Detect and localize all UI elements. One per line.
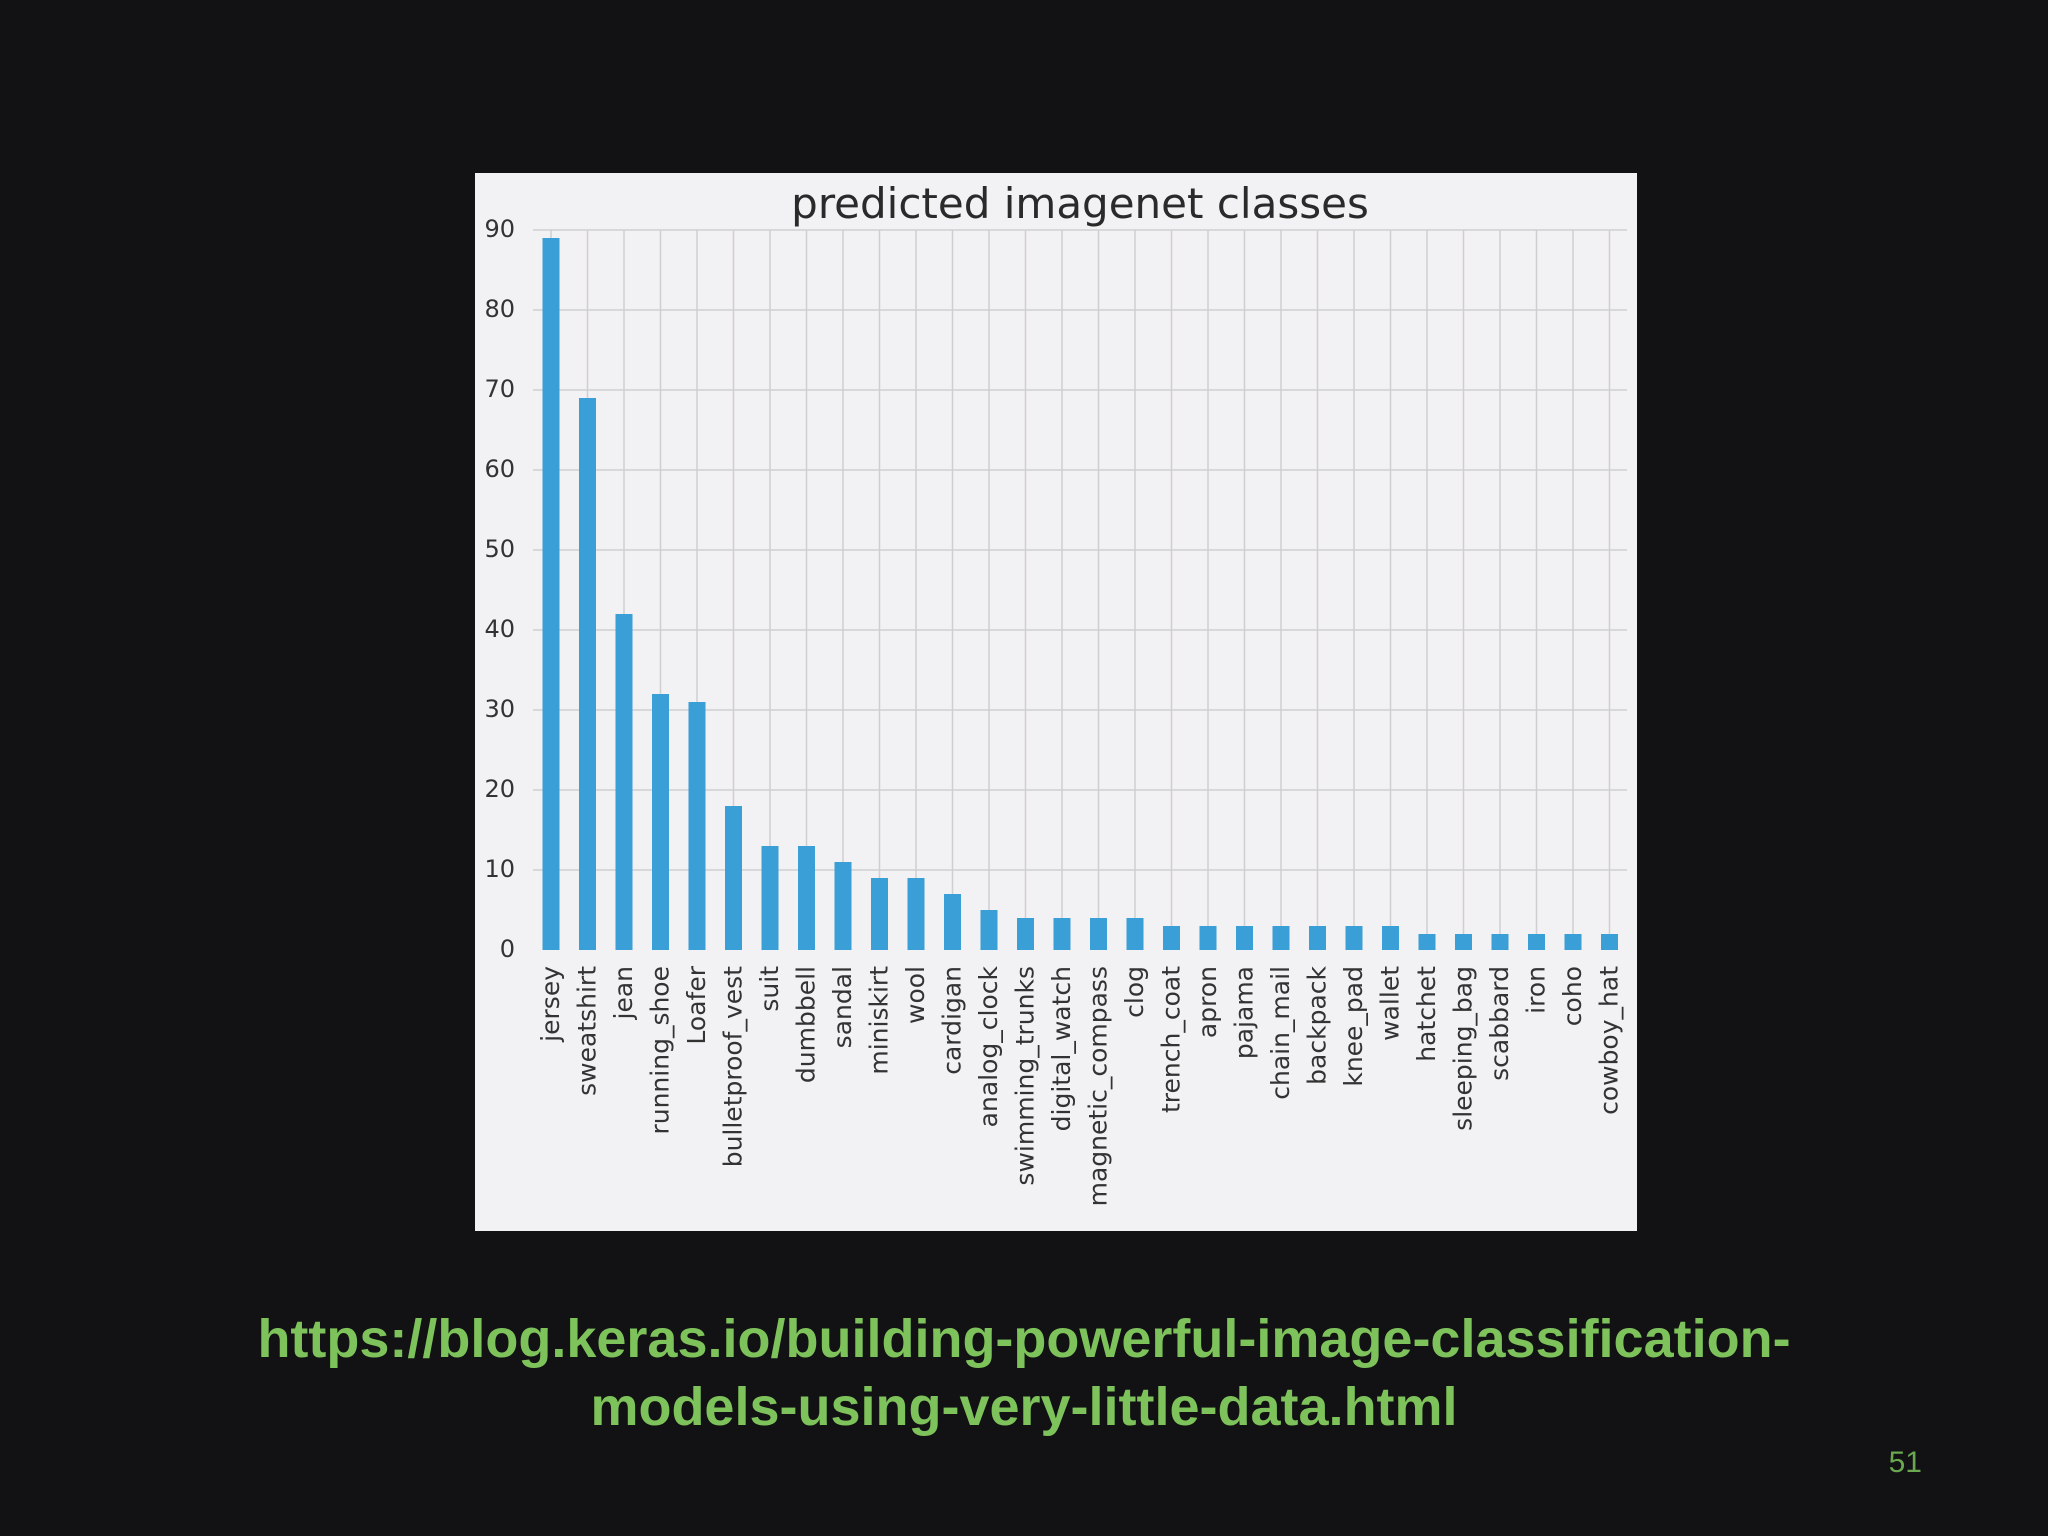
y-tick-label: 70	[484, 375, 515, 403]
x-tick-label: wallet	[1376, 966, 1405, 1041]
bar-clog	[1126, 918, 1144, 950]
chart-title: predicted imagenet classes	[791, 179, 1369, 228]
x-tick-label: suit	[755, 966, 784, 1012]
bar-sleeping_bag	[1455, 934, 1472, 950]
source-link-line-2[interactable]: models-using-very-little-data.html	[590, 1377, 1458, 1437]
x-tick-label: pajama	[1230, 966, 1259, 1059]
x-tick-label: clog	[1120, 966, 1149, 1018]
bar-miniskirt	[871, 878, 888, 950]
bar-suit	[761, 846, 779, 950]
x-tick-label: coho	[1558, 966, 1587, 1026]
bar-wallet	[1382, 926, 1399, 950]
bar-apron	[1199, 926, 1217, 950]
bar-trench_coat	[1163, 926, 1180, 950]
bar-cowboy_hat	[1601, 934, 1618, 950]
x-tick-label: bulletproof_vest	[719, 966, 748, 1167]
y-tick-labels: 0 10 20 30 40 50 60 70 80 90	[484, 215, 515, 963]
page-number: 51	[1888, 1446, 1922, 1479]
bar-chain_mail	[1272, 926, 1290, 950]
y-tick-label: 50	[484, 535, 515, 563]
y-tick-label: 90	[484, 215, 515, 243]
bar-hatchet	[1418, 934, 1436, 950]
y-tick-label: 40	[484, 615, 515, 643]
y-tick-label: 60	[484, 455, 515, 483]
y-tick-label: 0	[500, 935, 515, 963]
bar-digital_watch	[1053, 918, 1071, 950]
x-tick-label: running_shoe	[646, 966, 675, 1135]
x-tick-label: knee_pad	[1339, 966, 1368, 1087]
bar-sandal	[834, 862, 852, 950]
x-tick-label: apron	[1193, 966, 1222, 1038]
x-tick-label: Loafer	[682, 965, 711, 1044]
y-tick-label: 10	[484, 855, 515, 883]
x-tick-label: jean	[609, 966, 638, 1021]
x-tick-label: wool	[901, 966, 930, 1024]
x-tick-label: digital_watch	[1047, 966, 1076, 1131]
x-tick-label: cowboy_hat	[1595, 966, 1624, 1115]
source-link[interactable]: https://blog.keras.io/building-powerful-…	[0, 1305, 2048, 1441]
x-tick-label: backpack	[1303, 965, 1332, 1084]
bar-magnetic_compass	[1090, 918, 1107, 950]
bar-coho	[1564, 934, 1582, 950]
bar-wool	[907, 878, 925, 950]
bar-iron	[1528, 934, 1545, 950]
x-tick-label: miniskirt	[865, 966, 894, 1075]
y-tick-label: 20	[484, 775, 515, 803]
x-tick-label: sleeping_bag	[1449, 966, 1478, 1131]
bar-pajama	[1236, 926, 1253, 950]
x-tick-label: swimming_trunks	[1011, 966, 1040, 1186]
x-tick-label: magnetic_compass	[1084, 966, 1113, 1206]
x-tick-label: hatchet	[1412, 966, 1441, 1062]
x-tick-label: sweatshirt	[573, 966, 602, 1096]
bar-backpack	[1309, 926, 1326, 950]
bar-bulletproof_vest	[725, 806, 742, 950]
bar-knee_pad	[1345, 926, 1363, 950]
bars	[542, 238, 1618, 950]
x-tick-label: sandal	[828, 966, 857, 1048]
x-tick-label: cardigan	[938, 966, 967, 1075]
y-tick-label: 30	[484, 695, 515, 723]
bar-running_shoe	[652, 694, 669, 950]
bar-cardigan	[944, 894, 961, 950]
x-tick-label: jersey	[536, 966, 565, 1043]
bar-jersey	[542, 238, 560, 950]
x-tick-label: dumbbell	[792, 966, 821, 1083]
bar-Loafer	[688, 702, 706, 950]
bar-jean	[615, 614, 633, 950]
x-tick-labels: jersey sweatshirt jean running_shoe Loafer bu…	[536, 965, 1624, 1206]
source-link-line-1[interactable]: https://blog.keras.io/building-powerful-…	[257, 1309, 1791, 1369]
x-tick-label: trench_coat	[1157, 966, 1186, 1113]
y-tick-label: 80	[484, 295, 515, 323]
x-tick-label: scabbard	[1485, 966, 1514, 1081]
x-tick-label: iron	[1522, 966, 1551, 1014]
bar-scabbard	[1491, 934, 1509, 950]
x-tick-label: chain_mail	[1266, 966, 1295, 1100]
chart-panel: 0 10 20 30 40 50 60 70 80 90 jersey sweatshirt jean…	[475, 173, 1637, 1231]
x-tick-label: analog_clock	[974, 965, 1003, 1127]
bar-analog_clock	[980, 910, 998, 950]
bar-chart: 0 10 20 30 40 50 60 70 80 90 jersey sweatshirt jean…	[484, 179, 1627, 1206]
bar-sweatshirt	[579, 398, 596, 950]
bar-dumbbell	[798, 846, 815, 950]
bar-swimming_trunks	[1017, 918, 1034, 950]
